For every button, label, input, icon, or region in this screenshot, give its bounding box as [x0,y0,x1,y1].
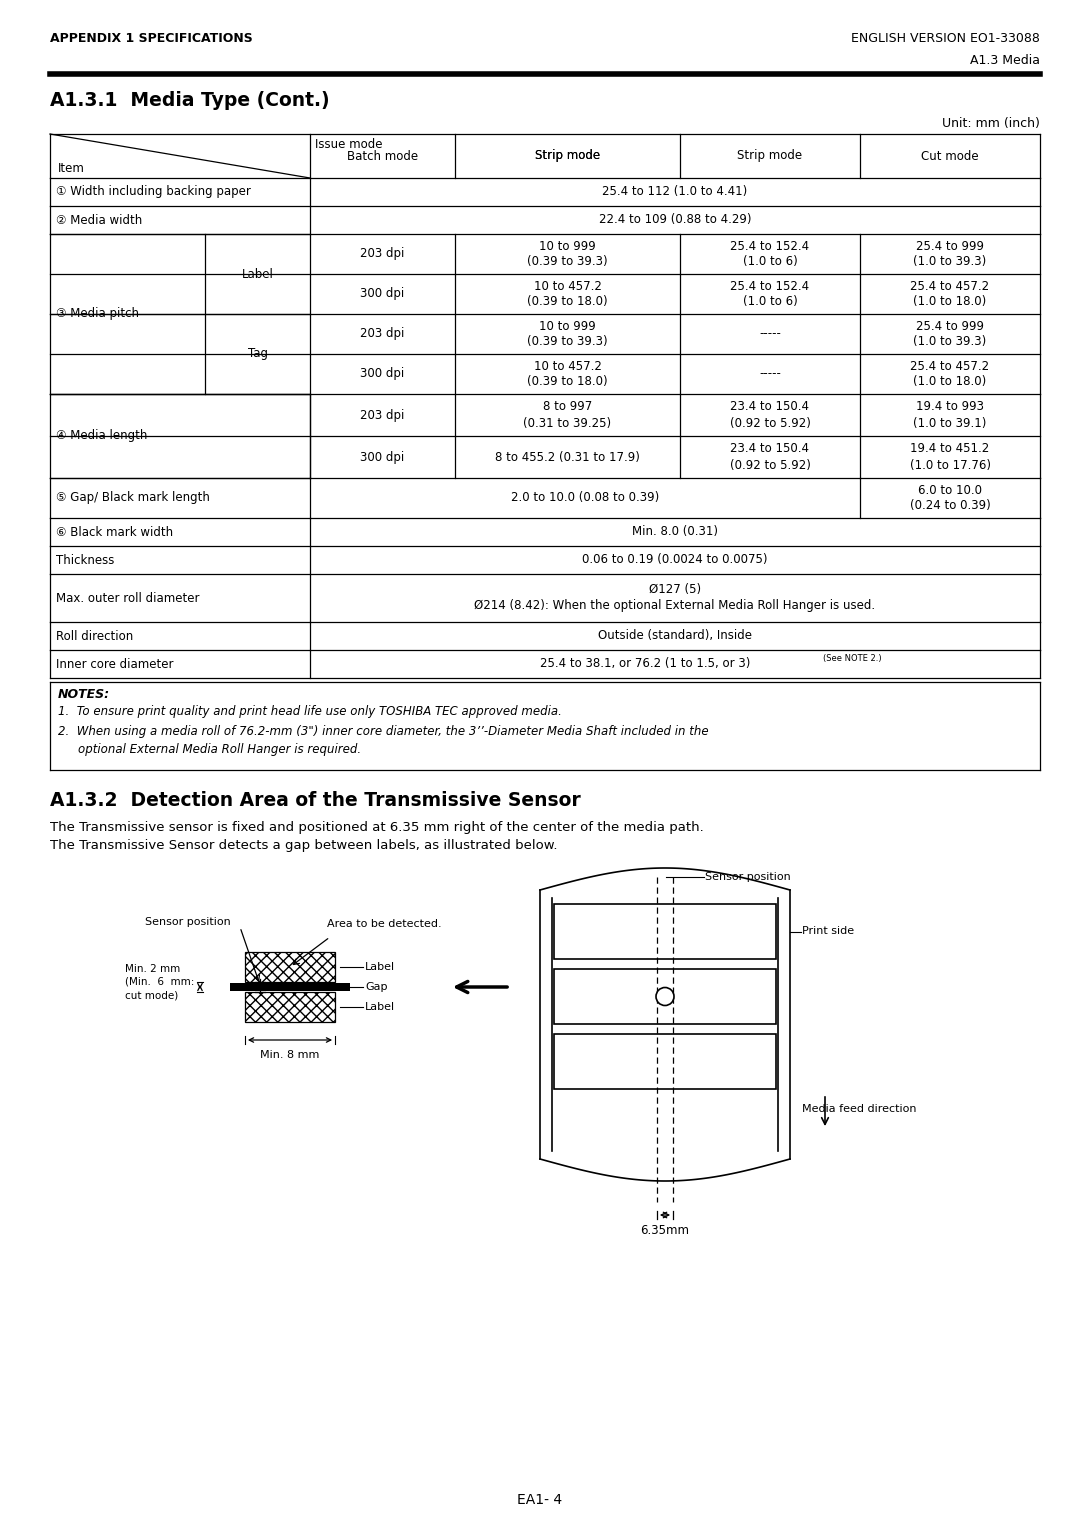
Text: 8 to 997
(0.31 to 39.25): 8 to 997 (0.31 to 39.25) [524,400,611,429]
Text: 300 dpi: 300 dpi [361,450,405,464]
Text: ② Media width: ② Media width [56,214,143,226]
Text: -----: ----- [759,327,781,341]
Text: Gap: Gap [365,982,388,993]
Bar [554,904,777,959]
Text: A1.3.1  Media Type (Cont.): A1.3.1 Media Type (Cont.) [50,90,329,110]
Text: NOTES:: NOTES: [58,687,110,701]
Text: Min. 2 mm
(Min.  6  mm:
cut mode): Min. 2 mm (Min. 6 mm: cut mode) [125,964,194,1000]
Text: Item: Item [58,162,85,174]
Text: 6.35mm: 6.35mm [640,1225,689,1237]
Text: 25.4 to 999
(1.0 to 39.3): 25.4 to 999 (1.0 to 39.3) [914,319,987,348]
Text: 10 to 999
(0.39 to 39.3): 10 to 999 (0.39 to 39.3) [527,240,608,269]
Text: 300 dpi: 300 dpi [361,287,405,301]
Text: Inner core diameter: Inner core diameter [56,658,174,670]
Text: 25.4 to 457.2
(1.0 to 18.0): 25.4 to 457.2 (1.0 to 18.0) [910,279,989,308]
Text: Sensor position: Sensor position [705,872,791,883]
Text: 25.4 to 38.1, or 76.2 (1 to 1.5, or 3): 25.4 to 38.1, or 76.2 (1 to 1.5, or 3) [540,658,751,670]
Text: A1.3.2  Detection Area of the Transmissive Sensor: A1.3.2 Detection Area of the Transmissiv… [50,791,581,809]
Circle shape [656,988,674,1005]
Bar [230,983,350,991]
Text: 22.4 to 109 (0.88 to 4.29): 22.4 to 109 (0.88 to 4.29) [598,214,752,226]
Text: 203 dpi: 203 dpi [361,327,405,341]
Text: 203 dpi: 203 dpi [361,409,405,421]
Text: Ø127 (5)
Ø214 (8.42): When the optional External Media Roll Hanger is used.: Ø127 (5) Ø214 (8.42): When the optional … [474,583,876,612]
Text: 23.4 to 150.4
(0.92 to 5.92): 23.4 to 150.4 (0.92 to 5.92) [730,400,810,429]
Text: Strip mode: Strip mode [738,150,802,162]
Text: Min. 8.0 (0.31): Min. 8.0 (0.31) [632,525,718,539]
Text: 25.4 to 112 (1.0 to 4.41): 25.4 to 112 (1.0 to 4.41) [603,185,747,199]
Bar [245,951,335,982]
Text: Issue mode: Issue mode [315,139,382,151]
Text: Area to be detected.: Area to be detected. [327,919,442,928]
Text: ENGLISH VERSION EO1-33088: ENGLISH VERSION EO1-33088 [851,32,1040,44]
Text: 203 dpi: 203 dpi [361,247,405,261]
Text: 10 to 457.2
(0.39 to 18.0): 10 to 457.2 (0.39 to 18.0) [527,359,608,388]
Text: ④ Media length: ④ Media length [56,429,147,443]
Text: Outside (standard), Inside: Outside (standard), Inside [598,629,752,643]
Text: Sensor position: Sensor position [145,918,231,927]
Text: 2.0 to 10.0 (0.08 to 0.39): 2.0 to 10.0 (0.08 to 0.39) [511,492,659,504]
Text: 19.4 to 451.2
(1.0 to 17.76): 19.4 to 451.2 (1.0 to 17.76) [909,443,990,472]
Text: 6.0 to 10.0
(0.24 to 0.39): 6.0 to 10.0 (0.24 to 0.39) [909,484,990,513]
Text: 19.4 to 993
(1.0 to 39.1): 19.4 to 993 (1.0 to 39.1) [914,400,987,429]
Text: Batch mode: Batch mode [347,150,418,162]
Text: 8 to 455.2 (0.31 to 17.9): 8 to 455.2 (0.31 to 17.9) [495,450,640,464]
Text: ⑤ Gap/ Black mark length: ⑤ Gap/ Black mark length [56,492,210,504]
Text: EA1- 4: EA1- 4 [517,1493,563,1507]
Text: 23.4 to 150.4
(0.92 to 5.92): 23.4 to 150.4 (0.92 to 5.92) [730,443,810,472]
Text: 2.  When using a media roll of 76.2-mm (3") inner core diameter, the 3’’-Diamete: 2. When using a media roll of 76.2-mm (3… [58,725,708,739]
Text: Media feed direction: Media feed direction [802,1104,917,1115]
Text: -----: ----- [759,368,781,380]
Text: 25.4 to 457.2
(1.0 to 18.0): 25.4 to 457.2 (1.0 to 18.0) [910,359,989,388]
Text: Label: Label [242,267,273,281]
Text: Label: Label [365,1002,395,1012]
Text: Strip mode: Strip mode [535,150,600,162]
Text: ① Width including backing paper: ① Width including backing paper [56,185,251,199]
Text: Print side: Print side [802,927,854,936]
Text: The Transmissive sensor is fixed and positioned at 6.35 mm right of the center o: The Transmissive sensor is fixed and pos… [50,822,704,834]
Text: A1.3 Media: A1.3 Media [970,53,1040,67]
Text: optional External Media Roll Hanger is required.: optional External Media Roll Hanger is r… [78,744,361,756]
Text: ⑥ Black mark width: ⑥ Black mark width [56,525,173,539]
Text: 25.4 to 152.4
(1.0 to 6): 25.4 to 152.4 (1.0 to 6) [730,279,810,308]
Bar [554,1034,777,1089]
Text: Thickness: Thickness [56,553,114,567]
Text: Max. outer roll diameter: Max. outer roll diameter [56,591,200,605]
Text: ③ Media pitch: ③ Media pitch [56,307,139,321]
Text: 1.  To ensure print quality and print head life use only TOSHIBA TEC approved me: 1. To ensure print quality and print hea… [58,705,562,719]
Text: (See NOTE 2.): (See NOTE 2.) [823,654,881,663]
Text: Strip mode: Strip mode [535,150,600,162]
Bar [554,970,777,1025]
Text: Unit: mm (inch): Unit: mm (inch) [942,118,1040,130]
Text: Tag: Tag [247,348,268,360]
Text: 10 to 457.2
(0.39 to 18.0): 10 to 457.2 (0.39 to 18.0) [527,279,608,308]
Text: Cut mode: Cut mode [921,150,978,162]
Text: Label: Label [365,962,395,973]
Text: 25.4 to 152.4
(1.0 to 6): 25.4 to 152.4 (1.0 to 6) [730,240,810,269]
Text: The Transmissive Sensor detects a gap between labels, as illustrated below.: The Transmissive Sensor detects a gap be… [50,840,557,852]
Text: APPENDIX 1 SPECIFICATIONS: APPENDIX 1 SPECIFICATIONS [50,32,253,44]
Text: 10 to 999
(0.39 to 39.3): 10 to 999 (0.39 to 39.3) [527,319,608,348]
Text: Roll direction: Roll direction [56,629,133,643]
Bar [245,993,335,1022]
Text: 25.4 to 999
(1.0 to 39.3): 25.4 to 999 (1.0 to 39.3) [914,240,987,269]
Text: 300 dpi: 300 dpi [361,368,405,380]
Text: Min. 8 mm: Min. 8 mm [260,1051,320,1060]
Text: 0.06 to 0.19 (0.0024 to 0.0075): 0.06 to 0.19 (0.0024 to 0.0075) [582,553,768,567]
